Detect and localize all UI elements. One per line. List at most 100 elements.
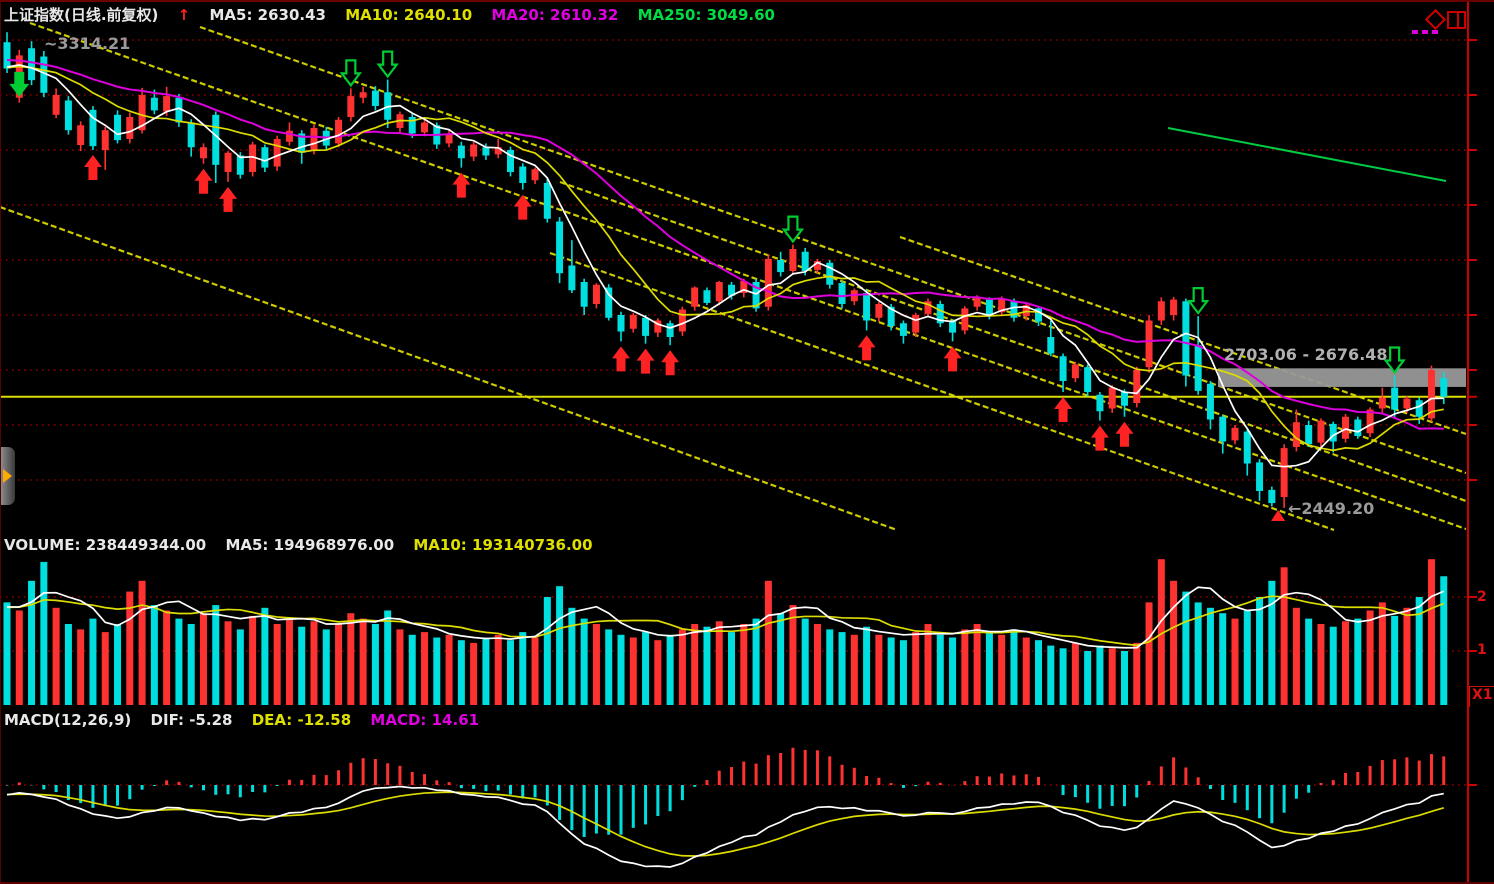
candle-body [359, 92, 367, 98]
candle-body [801, 251, 809, 271]
scale-toggle-x1[interactable]: X1 [1469, 686, 1494, 707]
volume-bar [519, 632, 527, 705]
sidebar-flyout-handle[interactable] [0, 447, 15, 505]
candle-body [1035, 308, 1043, 322]
candle-body [457, 145, 465, 159]
volume-bar [1047, 645, 1055, 705]
candle-body [740, 280, 748, 293]
volume-bar [1194, 602, 1202, 705]
volume-bar [1354, 618, 1362, 705]
menu-dot-icon[interactable] [1432, 30, 1438, 34]
candle-body [715, 282, 723, 302]
volume-bar [249, 615, 257, 705]
candle-body [617, 315, 625, 332]
volume-bar [1219, 613, 1227, 705]
candle-body [924, 301, 932, 314]
volume-bar [335, 624, 343, 705]
volume-bar [1378, 602, 1386, 705]
volume-axis-tick-200m: 2 [1477, 589, 1487, 605]
volume-bar [273, 624, 281, 705]
candle-body [1243, 431, 1251, 464]
volume-bar [764, 580, 772, 705]
candle-body [1206, 383, 1214, 420]
candle-body [28, 48, 36, 81]
sell-signal-arrow [1186, 287, 1210, 315]
candle-body [77, 125, 85, 146]
candle-body [1120, 392, 1128, 406]
volume-bar [715, 621, 723, 705]
volume-bar [371, 624, 379, 705]
volume-bar [310, 621, 318, 705]
candle-body [40, 56, 48, 93]
candle-body [1145, 320, 1153, 368]
trend-line [0, 205, 898, 532]
volume-bar [101, 632, 109, 705]
candle-body [236, 155, 244, 175]
volume-bar [322, 629, 330, 705]
volume-bar [1035, 640, 1043, 705]
volume-bar [421, 632, 429, 705]
candle-body [1108, 387, 1116, 409]
dif-line [6, 785, 1444, 868]
trend-line [549, 251, 1335, 532]
volume-bar [28, 580, 36, 705]
volume-bar [740, 624, 748, 705]
candle-body [961, 308, 969, 331]
volume-bar [617, 634, 625, 705]
volume-bar [224, 621, 232, 705]
candle-body [298, 133, 306, 153]
split-window-icon[interactable] [1447, 11, 1466, 29]
volume-bar [912, 632, 920, 705]
candle-body [826, 262, 834, 285]
candle-body [163, 96, 171, 112]
volume-bar [642, 632, 650, 705]
candle-body [199, 147, 207, 159]
volume-bar [863, 626, 871, 705]
flyout-arrow-icon [3, 469, 12, 483]
candle-body [728, 284, 736, 296]
volume-axis-tick-100m: 1 [1477, 642, 1487, 658]
candle-body [421, 122, 429, 133]
buy-signal-arrow [661, 350, 680, 376]
volume-bar [1317, 624, 1325, 705]
sell-signal-arrow [781, 215, 805, 244]
volume-bar [261, 607, 269, 705]
candle-body [789, 249, 797, 271]
volume-bar [580, 618, 588, 705]
buy-signal-arrow [857, 335, 876, 361]
volume-bar [1415, 597, 1423, 705]
volume-bar [605, 629, 613, 705]
trend-line [199, 25, 1467, 475]
candle-body [556, 221, 564, 274]
volume-bar [1206, 607, 1214, 705]
macd-value: MACD: 14.61 [370, 711, 480, 729]
candle-body [519, 166, 527, 183]
volume-ma10-line [6, 595, 1445, 647]
volume-bar [150, 605, 158, 705]
volume-bar [801, 618, 809, 705]
macd-name: MACD(12,26,9) [4, 711, 132, 729]
volume-bar [163, 610, 171, 705]
buy-signal-arrow [612, 346, 630, 372]
candle-body [568, 265, 576, 291]
high-price-label: ~3314.21 [44, 34, 131, 53]
volume-bar [494, 634, 502, 705]
volume-value: VOLUME: 238449344.00 [4, 536, 207, 554]
candle-body [1378, 397, 1386, 409]
menu-dot-icon[interactable] [1422, 30, 1428, 34]
volume-bar [126, 591, 134, 705]
trend-line [559, 180, 1467, 503]
volume-bar [1366, 610, 1374, 705]
volume-bar [457, 640, 465, 705]
candle-body [1415, 400, 1423, 417]
menu-dot-icon[interactable] [1412, 30, 1418, 34]
ma5-value: MA5: 2630.43 [209, 6, 326, 24]
candle-body [52, 95, 60, 115]
candle-body [949, 321, 957, 333]
candle-body [973, 297, 981, 307]
buy-signal-arrow [452, 172, 471, 198]
candle-body [642, 317, 650, 336]
candle-body [1305, 425, 1313, 445]
ma250-value: MA250: 3049.60 [637, 6, 775, 24]
